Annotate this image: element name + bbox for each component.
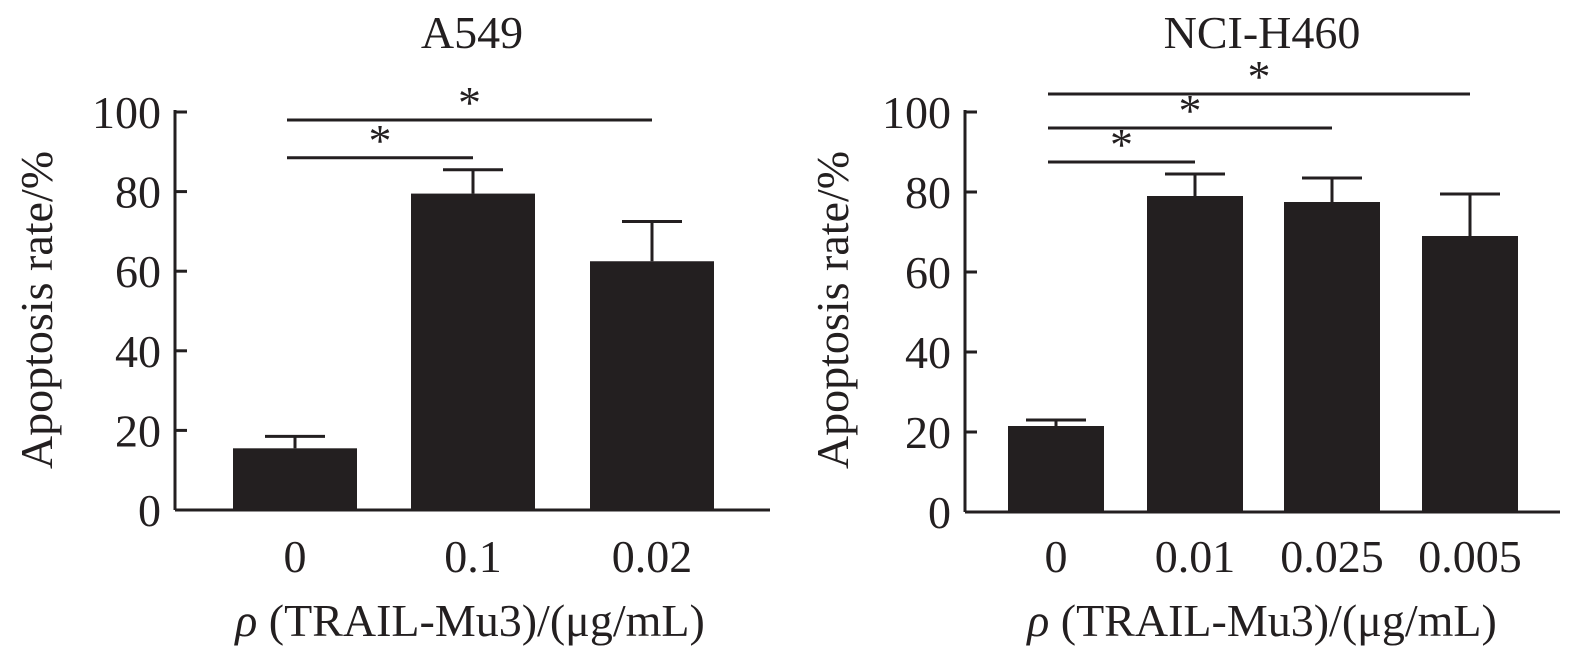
y-tick-label: 0 [928,487,951,538]
y-tick-label: 100 [882,87,951,138]
x-tick-label: 0.01 [1155,531,1236,582]
significance-star: * [1110,119,1133,170]
y-tick-label: 60 [905,247,951,298]
x-tick-label: 0.025 [1280,531,1384,582]
bar [590,261,714,510]
bar [1147,196,1243,512]
x-axis-label-symbol: ρ [233,595,257,646]
bar [1422,236,1518,512]
chart-title: A549 [421,7,523,58]
chart-title: NCI-H460 [1164,7,1361,58]
chart-nci-h460: NCI-H460 0 20 40 60 80 100 Apoptosis rate/% 0 0.0… [807,7,1560,646]
x-tick-label: 0 [284,531,307,582]
x-tick-label: 0.005 [1418,531,1522,582]
y-axis-label: Apoptosis rate/% [807,151,858,469]
x-axis-label: ρ (TRAIL-Mu3)/(μg/mL) [233,595,705,646]
y-tick-label: 0 [138,485,161,536]
y-tick-label: 100 [92,87,161,138]
significance-star: * [369,115,392,166]
y-tick-label: 40 [905,327,951,378]
bar [233,448,357,510]
y-tick-label: 60 [115,246,161,297]
y-tick-label: 80 [905,167,951,218]
y-tick-label: 20 [905,407,951,458]
x-tick-label: 0 [1045,531,1068,582]
x-tick-label: 0.1 [444,531,502,582]
significance-star: * [1248,51,1271,102]
significance-star: * [1179,85,1202,136]
x-axis-label: ρ (TRAIL-Mu3)/(μg/mL) [1025,595,1497,646]
y-tick-label: 80 [115,167,161,218]
x-axis-label-text: (TRAIL-Mu3)/(μg/mL) [257,595,705,646]
chart-a549: A549 0 20 40 60 80 100 Apoptosis rate/% 0 0.1 0.02… [11,7,770,646]
y-axis-label: Apoptosis rate/% [11,151,62,469]
x-tick-label: 0.02 [612,531,693,582]
significance-star: * [458,77,481,128]
x-axis-label-text: (TRAIL-Mu3)/(μg/mL) [1049,595,1497,646]
bar [1008,426,1104,512]
x-axis-label-symbol: ρ [1025,595,1049,646]
bar [411,193,535,510]
y-tick-label: 40 [115,326,161,377]
bar [1284,202,1380,512]
y-tick-label: 20 [115,405,161,456]
